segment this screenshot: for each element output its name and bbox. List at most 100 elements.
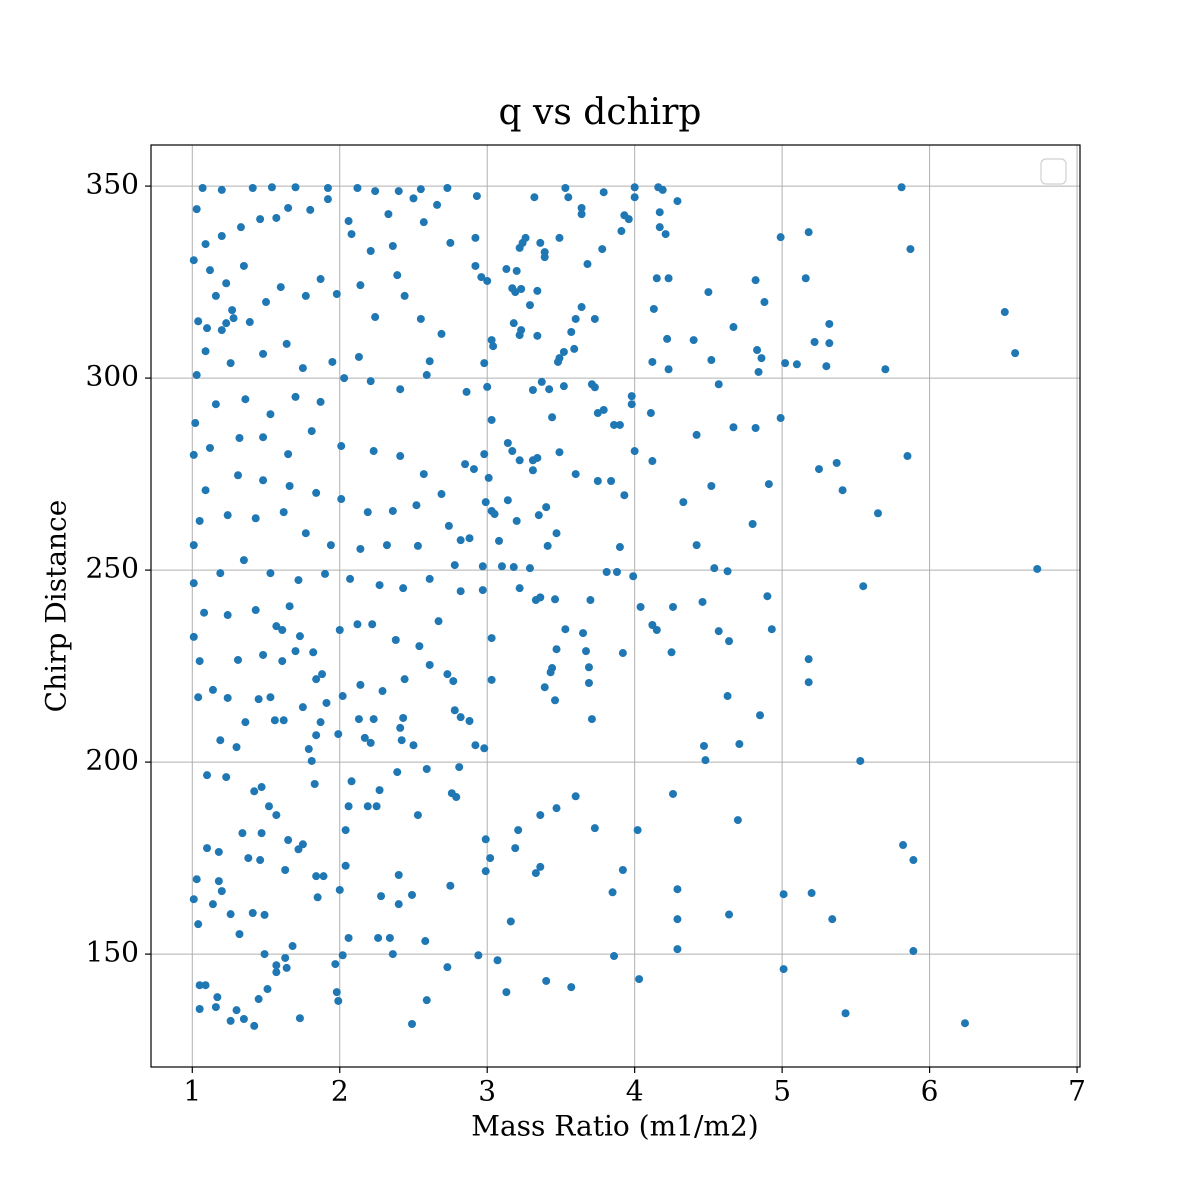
point xyxy=(394,187,403,196)
point xyxy=(201,347,210,356)
point xyxy=(203,844,212,853)
point xyxy=(552,529,561,538)
point xyxy=(434,617,443,626)
point xyxy=(419,470,428,479)
point xyxy=(260,950,269,959)
point xyxy=(487,415,496,424)
point xyxy=(599,188,608,197)
point xyxy=(567,328,576,337)
point xyxy=(334,996,343,1005)
point xyxy=(899,841,908,850)
point xyxy=(764,480,773,489)
point xyxy=(533,286,542,295)
point xyxy=(391,635,400,644)
point xyxy=(443,184,452,193)
point xyxy=(279,508,288,517)
point xyxy=(1011,349,1020,358)
point xyxy=(217,326,226,335)
x-axis-label: Mass Ratio (m1/m2) xyxy=(471,1110,758,1143)
point xyxy=(1033,564,1042,573)
point xyxy=(245,318,254,327)
point xyxy=(257,829,266,838)
point xyxy=(661,230,670,239)
point xyxy=(903,452,912,461)
point xyxy=(704,288,713,297)
point xyxy=(378,687,387,696)
point xyxy=(514,826,523,835)
point xyxy=(384,210,393,219)
point xyxy=(338,692,347,701)
point xyxy=(312,675,321,684)
point xyxy=(226,1016,235,1025)
point xyxy=(571,470,580,479)
point xyxy=(278,626,287,635)
point xyxy=(284,203,293,212)
point xyxy=(584,678,593,687)
point xyxy=(714,380,723,389)
point xyxy=(408,890,417,899)
point xyxy=(239,261,248,270)
point xyxy=(284,450,293,459)
y-axis-label: Chirp Distance xyxy=(40,500,73,713)
point xyxy=(267,183,276,192)
point xyxy=(1000,308,1009,317)
point xyxy=(239,1014,248,1023)
point xyxy=(480,359,489,368)
points xyxy=(189,183,1042,1030)
point xyxy=(579,629,588,638)
point xyxy=(232,743,241,752)
point xyxy=(598,245,607,254)
point xyxy=(859,582,868,591)
point xyxy=(533,453,542,462)
point xyxy=(214,877,223,886)
point xyxy=(248,909,257,918)
point xyxy=(477,273,486,282)
point xyxy=(208,900,217,909)
point xyxy=(285,602,294,611)
point xyxy=(266,569,275,578)
point xyxy=(353,184,362,193)
point xyxy=(801,274,810,283)
point xyxy=(416,314,425,323)
point xyxy=(654,183,663,192)
point xyxy=(241,395,250,404)
point xyxy=(456,587,465,596)
point xyxy=(608,888,617,897)
point xyxy=(334,730,343,739)
point xyxy=(256,856,265,865)
point xyxy=(531,869,540,878)
point xyxy=(259,476,268,485)
point xyxy=(399,584,408,593)
point xyxy=(338,951,347,960)
point xyxy=(259,433,268,442)
point xyxy=(226,359,235,368)
point xyxy=(508,284,517,293)
y-tick-label: 350 xyxy=(86,168,139,201)
point xyxy=(191,419,200,428)
point xyxy=(344,802,353,811)
point xyxy=(461,460,470,469)
point xyxy=(446,238,455,247)
point xyxy=(779,965,788,974)
point xyxy=(251,606,260,615)
point xyxy=(216,736,225,745)
point xyxy=(214,847,223,856)
point xyxy=(217,232,226,241)
point xyxy=(725,637,734,646)
point xyxy=(456,713,465,722)
point xyxy=(593,409,602,418)
y-tick-label: 150 xyxy=(86,936,139,969)
point xyxy=(294,576,303,585)
point xyxy=(652,274,661,283)
point xyxy=(825,319,834,328)
point xyxy=(610,952,619,961)
point xyxy=(211,291,220,300)
point xyxy=(366,377,375,386)
point xyxy=(316,275,325,284)
point xyxy=(725,910,734,919)
point xyxy=(630,193,639,202)
point xyxy=(396,723,405,732)
point xyxy=(363,802,372,811)
point xyxy=(409,194,418,203)
